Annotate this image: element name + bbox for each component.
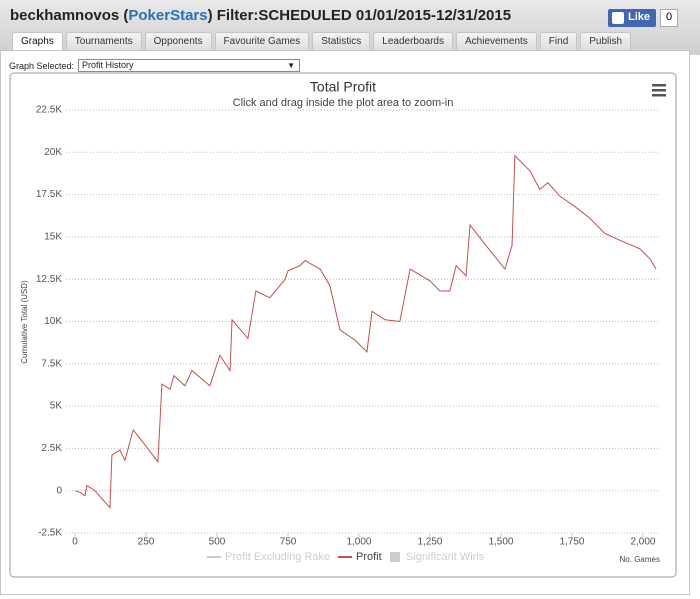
legend-symbol — [390, 552, 400, 562]
like-count: 0 — [660, 9, 679, 27]
x-tick-label: 1,000 — [346, 537, 371, 548]
y-tick-label: 7.5K — [41, 358, 62, 369]
chart-title: Total Profit — [310, 79, 376, 95]
y-axis-label: Cumulative Total (USD) — [20, 280, 29, 364]
tab[interactable]: Publish — [580, 32, 632, 50]
header: beckhamnovos (PokerStars) Filter:SCHEDUL… — [0, 0, 700, 55]
x-tick-label: 500 — [209, 537, 226, 548]
menu-icon[interactable] — [652, 84, 666, 97]
x-tick-label: 250 — [138, 537, 155, 548]
y-tick-label: 15K — [44, 232, 62, 243]
like-button[interactable]: Like — [608, 9, 657, 27]
filter: ) Filter:SCHEDULED 01/01/2015-12/31/2015 — [207, 7, 512, 24]
y-tick-label: 0 — [56, 485, 62, 496]
x-tick-label: 1,250 — [417, 537, 442, 548]
selector-dropdown[interactable]: Profit History — [78, 59, 301, 72]
tab[interactable]: Statistics — [312, 32, 371, 50]
tab[interactable]: Leaderboards — [373, 32, 453, 50]
header-title: beckhamnovos (PokerStars) Filter:SCHEDUL… — [10, 7, 511, 24]
chart-subtitle: Click and drag inside the plot area to z… — [233, 97, 454, 109]
tab[interactable]: Tournaments — [65, 32, 142, 50]
profit-line — [74, 154, 657, 509]
y-tick-label: 20K — [44, 147, 62, 158]
user: beckhamnovos ( — [10, 7, 129, 24]
like: Like 0 — [608, 9, 679, 27]
y-tick-label: 2.5K — [41, 443, 62, 454]
tab[interactable]: Opponents — [144, 32, 212, 50]
x-axis-label: No. Games — [620, 555, 660, 564]
y-tick-label: 17.5K — [36, 189, 62, 200]
x-tick-label: 2,000 — [630, 537, 655, 548]
x-tick-label: 1,750 — [559, 537, 584, 548]
y-tick-label: 22.5K — [36, 105, 62, 116]
chart-frame — [9, 72, 677, 578]
x-tick-label: 1,500 — [488, 537, 513, 548]
x-tick-label: 0 — [72, 537, 78, 548]
tabs: Graphs Tournaments Opponents Favourite Game… — [12, 32, 632, 50]
y-tick-label: -2.5K — [38, 528, 62, 539]
y-tick-label: 10K — [44, 316, 62, 327]
legend-label[interactable]: Profit — [356, 551, 382, 563]
tab[interactable]: Achievements — [455, 32, 537, 50]
site[interactable]: PokerStars — [128, 7, 208, 24]
x-tick-label: 750 — [280, 537, 297, 548]
tab[interactable]: Find — [539, 32, 578, 50]
tab[interactable]: Favourite Games — [214, 32, 310, 50]
legend-label[interactable]: Significant Wins — [406, 551, 485, 563]
y-tick-label: 5K — [50, 401, 63, 412]
tab[interactable]: Graphs — [12, 32, 63, 50]
selector-label: Graph Selected: — [9, 60, 75, 71]
y-tick-label: 12.5K — [36, 274, 62, 285]
graph-selector: Graph Selected: Profit History — [9, 59, 301, 72]
legend-label[interactable]: Profit Excluding Rake — [225, 551, 330, 563]
